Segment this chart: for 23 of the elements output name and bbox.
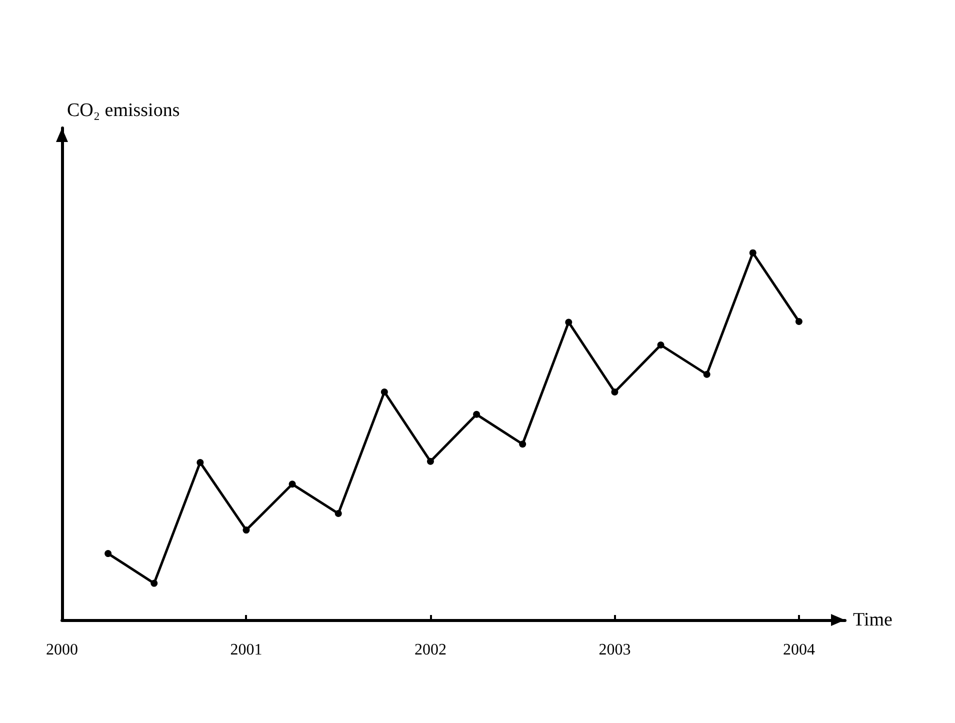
x-tick-label: 2004 bbox=[782, 642, 815, 658]
point bbox=[426, 458, 434, 465]
point bbox=[657, 341, 664, 348]
point bbox=[288, 480, 296, 488]
point bbox=[795, 318, 802, 325]
point bbox=[150, 580, 158, 587]
x-tick-label: 2000 bbox=[46, 642, 78, 658]
point bbox=[749, 249, 756, 256]
point bbox=[611, 388, 618, 396]
point bbox=[473, 410, 480, 418]
x-tick-label: 2003 bbox=[598, 642, 631, 658]
point bbox=[519, 440, 526, 448]
point bbox=[565, 318, 572, 326]
x-tick-label: 2001 bbox=[230, 642, 262, 658]
text: CO₂ emissions bbox=[67, 100, 180, 121]
point bbox=[196, 458, 204, 466]
point bbox=[242, 526, 250, 534]
x-axis-title: Time bbox=[853, 610, 892, 630]
x-tick-label: 2002 bbox=[414, 642, 446, 658]
point bbox=[334, 510, 342, 518]
point bbox=[380, 388, 388, 396]
point bbox=[703, 370, 710, 378]
point bbox=[104, 550, 112, 558]
